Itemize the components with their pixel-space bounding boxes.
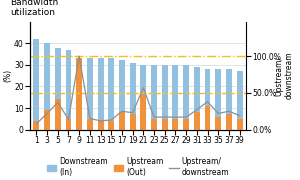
Bar [172, 119, 178, 130]
Bar [108, 58, 114, 130]
Bar [108, 121, 114, 130]
Bar [162, 65, 168, 130]
Bar [183, 65, 189, 130]
Bar [194, 112, 200, 130]
Bar [34, 121, 39, 130]
Legend: Downstream
(In), Upstream
(Out), Upstream/
downstream: Downstream (In), Upstream (Out), Upstrea… [44, 154, 232, 180]
Bar [140, 65, 146, 130]
Bar [119, 112, 125, 130]
Text: Bandwidth
utilization: Bandwidth utilization [11, 0, 59, 17]
Bar [130, 114, 136, 130]
Bar [162, 119, 168, 130]
Bar [205, 106, 210, 130]
Y-axis label: Upstream/
downstream: Upstream/ downstream [274, 52, 294, 99]
Bar [172, 65, 178, 130]
Bar [130, 63, 136, 130]
Bar [87, 119, 93, 130]
Bar [151, 119, 157, 130]
Bar [119, 60, 125, 130]
Bar [44, 43, 50, 130]
Bar [98, 121, 103, 130]
Bar [215, 69, 221, 130]
Bar [44, 110, 50, 130]
Bar [237, 119, 242, 130]
Bar [140, 93, 146, 130]
Bar [76, 58, 82, 130]
Bar [66, 119, 71, 130]
Bar [98, 58, 103, 130]
Bar [215, 117, 221, 130]
Bar [34, 39, 39, 130]
Bar [226, 114, 232, 130]
Bar [183, 119, 189, 130]
Bar [237, 71, 242, 130]
Bar [55, 99, 61, 130]
Y-axis label: (%): (%) [4, 69, 13, 82]
Bar [66, 50, 71, 130]
Bar [87, 58, 93, 130]
Bar [226, 69, 232, 130]
Bar [205, 69, 210, 130]
Bar [76, 58, 82, 130]
Bar [194, 67, 200, 130]
Bar [55, 48, 61, 130]
Bar [151, 65, 157, 130]
